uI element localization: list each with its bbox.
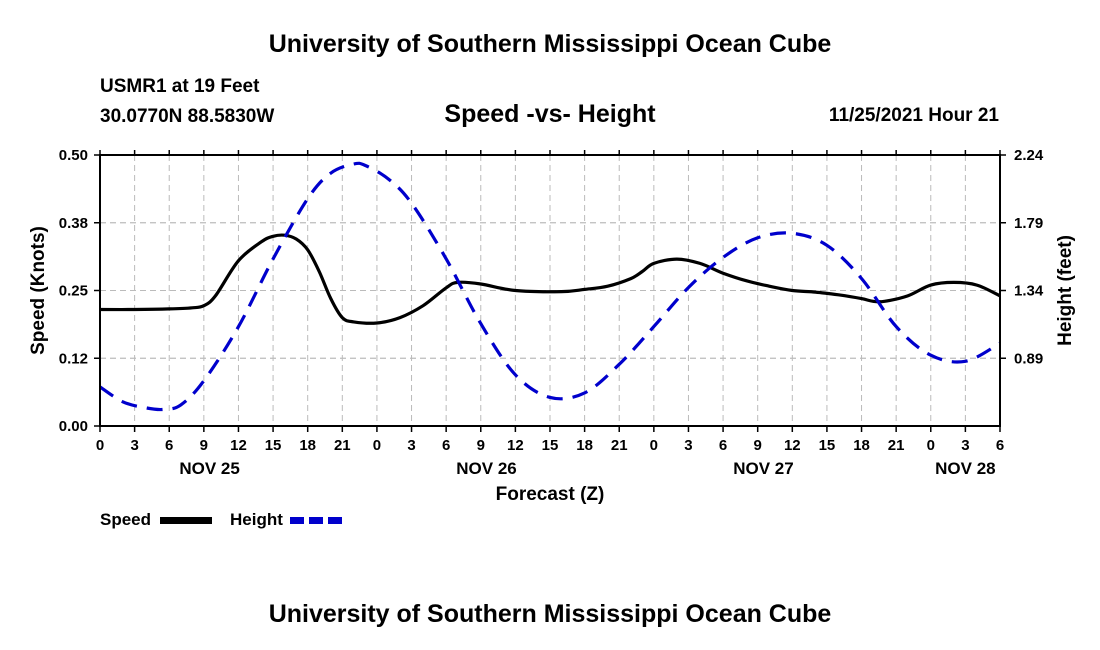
- date-label: NOV 27: [733, 459, 793, 478]
- x-tick-label: 3: [684, 437, 692, 454]
- y-tick-label: 0.00: [59, 418, 88, 435]
- x-tick-label: 12: [507, 437, 524, 454]
- station-label: USMR1 at 19 Feet: [100, 76, 260, 97]
- station-coordinates: 30.0770N 88.5830W: [100, 106, 275, 127]
- x-tick-label: 0: [650, 437, 658, 454]
- chart-axes: 0.00 0.12 0.25 0.38 0.50 0.89 1.34 1.79 2.24 0 3 6 9…: [59, 147, 1044, 478]
- chart-subtitle: Speed -vs- Height: [444, 100, 656, 128]
- y-tick-label: 0.12: [59, 350, 88, 367]
- series-line-height: [99, 161, 1001, 412]
- y-tick-label: 0.50: [59, 147, 88, 164]
- date-label: NOV 26: [456, 459, 516, 478]
- y-axis-right-label: Height (feet): [1055, 235, 1076, 346]
- date-label: NOV 25: [179, 459, 239, 478]
- x-tick-label: 0: [96, 437, 104, 454]
- footer-title: University of Southern Mississippi Ocean…: [268, 600, 832, 628]
- forecast-datetime: 11/25/2021 Hour 21: [828, 105, 999, 126]
- x-tick-label: 12: [230, 437, 247, 454]
- x-tick-label: 12: [784, 437, 801, 454]
- x-tick-label: 6: [719, 437, 727, 454]
- y-right-tick-label: 1.34: [1014, 283, 1044, 300]
- x-tick-label: 15: [542, 437, 559, 454]
- x-tick-label: 9: [200, 437, 208, 454]
- x-tick-label: 15: [819, 437, 836, 454]
- y-tick-label: 0.25: [59, 283, 88, 300]
- x-tick-label: 18: [299, 437, 316, 454]
- y-tick-label: 0.38: [59, 215, 88, 232]
- x-tick-label: 6: [996, 437, 1004, 454]
- x-tick-label: 3: [130, 437, 138, 454]
- x-tick-label: 18: [853, 437, 870, 454]
- x-tick-label: 9: [754, 437, 762, 454]
- legend-speed-label: Speed: [100, 510, 152, 529]
- x-tick-label: 9: [477, 437, 485, 454]
- x-tick-label: 3: [407, 437, 415, 454]
- y-right-tick-label: 2.24: [1014, 147, 1044, 164]
- x-tick-label: 6: [442, 437, 450, 454]
- x-tick-label: 21: [611, 437, 628, 454]
- legend-speed-swatch: [160, 517, 212, 524]
- y-right-tick-label: 1.79: [1014, 215, 1043, 232]
- y-right-tick-label: 0.89: [1014, 350, 1043, 367]
- x-tick-label: 15: [265, 437, 282, 454]
- chart-series: [99, 161, 1001, 412]
- x-tick-label: 0: [373, 437, 381, 454]
- series-line-speed: [99, 233, 1001, 325]
- x-tick-label: 3: [961, 437, 969, 454]
- legend-height-label: Height: [230, 510, 283, 529]
- x-axis-label: Forecast (Z): [496, 484, 605, 505]
- legend-height-swatch: [290, 517, 342, 524]
- x-tick-label: 21: [334, 437, 351, 454]
- x-tick-label: 21: [888, 437, 905, 454]
- y-axis-label: Speed (Knots): [28, 226, 49, 355]
- x-tick-label: 0: [927, 437, 935, 454]
- x-tick-label: 6: [165, 437, 173, 454]
- chart-title: University of Southern Mississippi Ocean…: [268, 30, 832, 58]
- date-label: NOV 28: [935, 459, 995, 478]
- x-tick-label: 18: [576, 437, 593, 454]
